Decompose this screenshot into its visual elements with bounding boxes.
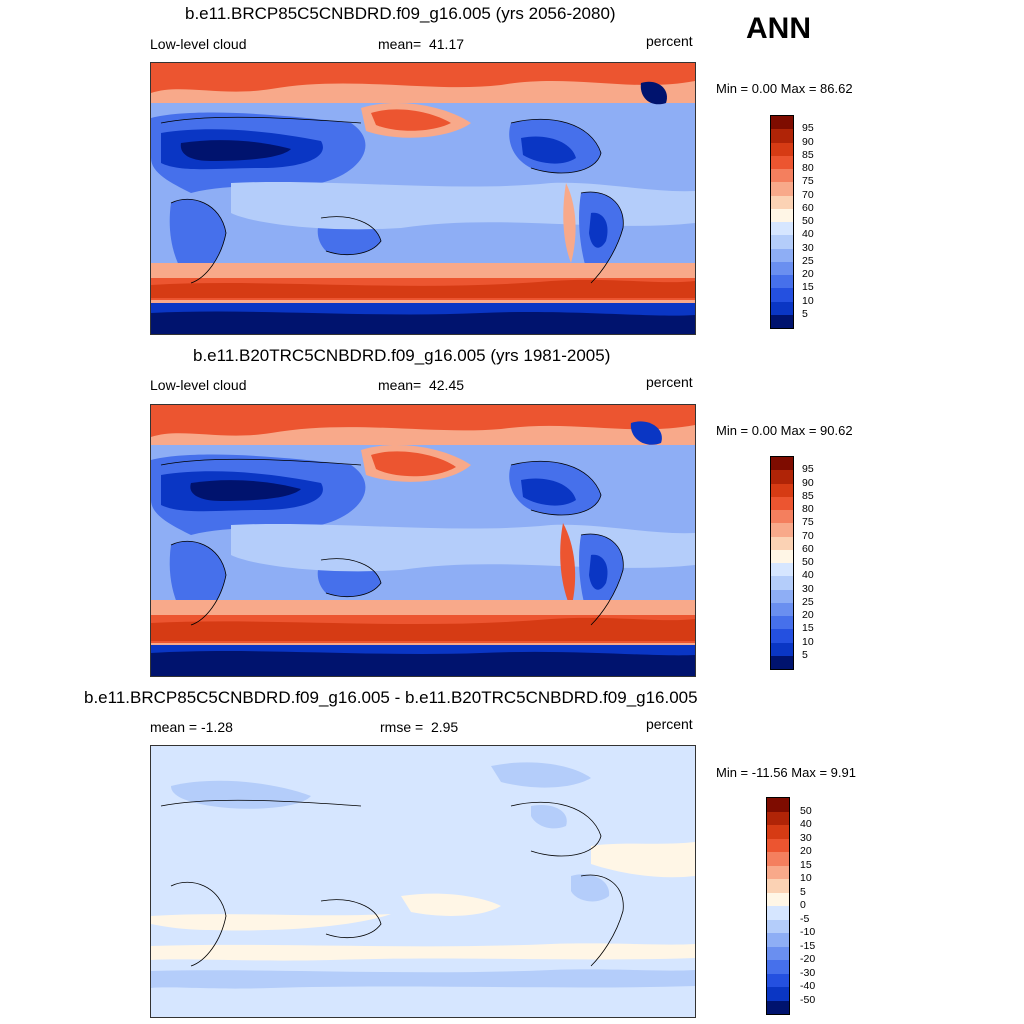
cbar-1-label: 85 bbox=[802, 148, 814, 161]
panel-3-minmax: Min = -11.56 Max = 9.91 bbox=[716, 765, 856, 780]
cbar-1-label: 20 bbox=[802, 268, 814, 280]
panel-1-mean-key: mean= bbox=[378, 36, 422, 52]
panel-3-colorbar bbox=[766, 797, 790, 1015]
panel-1-map bbox=[150, 62, 696, 335]
panel-1-mean-label: mean= 41.17 bbox=[378, 36, 464, 52]
panel-1-title: b.e11.BRCP85C5CNBDRD.f09_g16.005 (yrs 20… bbox=[185, 4, 616, 23]
cbar-1-label: 5 bbox=[802, 307, 808, 320]
cbar-1-label: 70 bbox=[802, 188, 814, 201]
cbar-1-label: 75 bbox=[802, 175, 814, 188]
cbar-2-label: 85 bbox=[802, 489, 814, 502]
cbar-2-label: 90 bbox=[802, 476, 814, 489]
panel-3-map bbox=[150, 745, 696, 1018]
panel-3-mean-label: mean = -1.28 bbox=[150, 719, 233, 735]
panel-2-variable-label: Low-level cloud bbox=[150, 377, 247, 393]
cbar-1-label: 95 bbox=[802, 122, 814, 135]
cbar-1-label: 80 bbox=[802, 162, 814, 174]
cbar-2-label: 40 bbox=[802, 569, 814, 582]
cbar-3-label: 40 bbox=[800, 818, 812, 830]
panel-1-mean-value: 41.17 bbox=[428, 36, 465, 52]
panel-2-mean-label: mean= 42.45 bbox=[378, 377, 464, 393]
cbar-2-label: 60 bbox=[802, 542, 814, 555]
panel-2-units: percent bbox=[646, 374, 693, 390]
cbar-1-label: 40 bbox=[802, 228, 814, 241]
panel-2-mean-value: 42.45 bbox=[428, 377, 465, 393]
cbar-3-label: 5 bbox=[800, 885, 806, 898]
cbar-1-label: 60 bbox=[802, 201, 814, 214]
cbar-3-label: -20 bbox=[800, 953, 816, 965]
season-label: ANN bbox=[746, 12, 811, 45]
panel-2-mean-key: mean= bbox=[378, 377, 422, 393]
cbar-1-label: 15 bbox=[802, 281, 814, 294]
panel-3-units: percent bbox=[646, 716, 693, 732]
cbar-2-label: 30 bbox=[802, 582, 814, 595]
cbar-2-label: 10 bbox=[802, 635, 814, 648]
cbar-1-label: 10 bbox=[802, 294, 814, 307]
cbar-2-label: 20 bbox=[802, 609, 814, 621]
cbar-3-label: -30 bbox=[800, 966, 816, 979]
cbar-3-label: -40 bbox=[800, 980, 816, 992]
panel-2-colorbar bbox=[770, 456, 794, 670]
cbar-3-label: 0 bbox=[800, 899, 806, 911]
cbar-3-label: 15 bbox=[800, 858, 812, 871]
panel-2-title: b.e11.B20TRC5CNBDRD.f09_g16.005 (yrs 198… bbox=[193, 346, 611, 365]
cbar-2-label: 75 bbox=[802, 516, 814, 529]
panel-3-rmse-key: rmse = bbox=[380, 719, 424, 735]
panel-1-minmax: Min = 0.00 Max = 86.62 bbox=[716, 81, 853, 96]
cbar-2-label: 95 bbox=[802, 463, 814, 476]
panel-2-minmax: Min = 0.00 Max = 90.62 bbox=[716, 423, 853, 438]
cbar-2-label: 5 bbox=[802, 648, 808, 661]
cbar-2-label: 25 bbox=[802, 595, 814, 608]
cbar-3-label: -50 bbox=[800, 993, 816, 1006]
cbar-3-label: 30 bbox=[800, 831, 812, 844]
cbar-3-label: -10 bbox=[800, 926, 816, 938]
cbar-1-label: 50 bbox=[802, 215, 814, 227]
cbar-3-label: -15 bbox=[800, 939, 816, 952]
panel-1-variable-label: Low-level cloud bbox=[150, 36, 247, 52]
panel-1-colorbar bbox=[770, 115, 794, 329]
cbar-2-label: 70 bbox=[802, 529, 814, 542]
panel-1-units: percent bbox=[646, 33, 693, 49]
cbar-2-label: 15 bbox=[802, 622, 814, 635]
panel-3-title: b.e11.BRCP85C5CNBDRD.f09_g16.005 - b.e11… bbox=[84, 688, 698, 707]
panel-3-rmse-label: rmse = 2.95 bbox=[380, 719, 458, 735]
cbar-2-label: 50 bbox=[802, 556, 814, 568]
panel-3-rmse-value: 2.95 bbox=[430, 719, 459, 735]
cbar-2-label: 80 bbox=[802, 503, 814, 515]
cbar-1-label: 90 bbox=[802, 135, 814, 148]
cbar-3-label: 50 bbox=[800, 804, 812, 817]
cbar-1-label: 30 bbox=[802, 241, 814, 254]
cbar-3-label: 10 bbox=[800, 872, 812, 884]
cbar-3-label: 20 bbox=[800, 845, 812, 857]
cbar-3-label: -5 bbox=[800, 912, 810, 925]
cbar-1-label: 25 bbox=[802, 254, 814, 267]
panel-2-map bbox=[150, 404, 696, 677]
